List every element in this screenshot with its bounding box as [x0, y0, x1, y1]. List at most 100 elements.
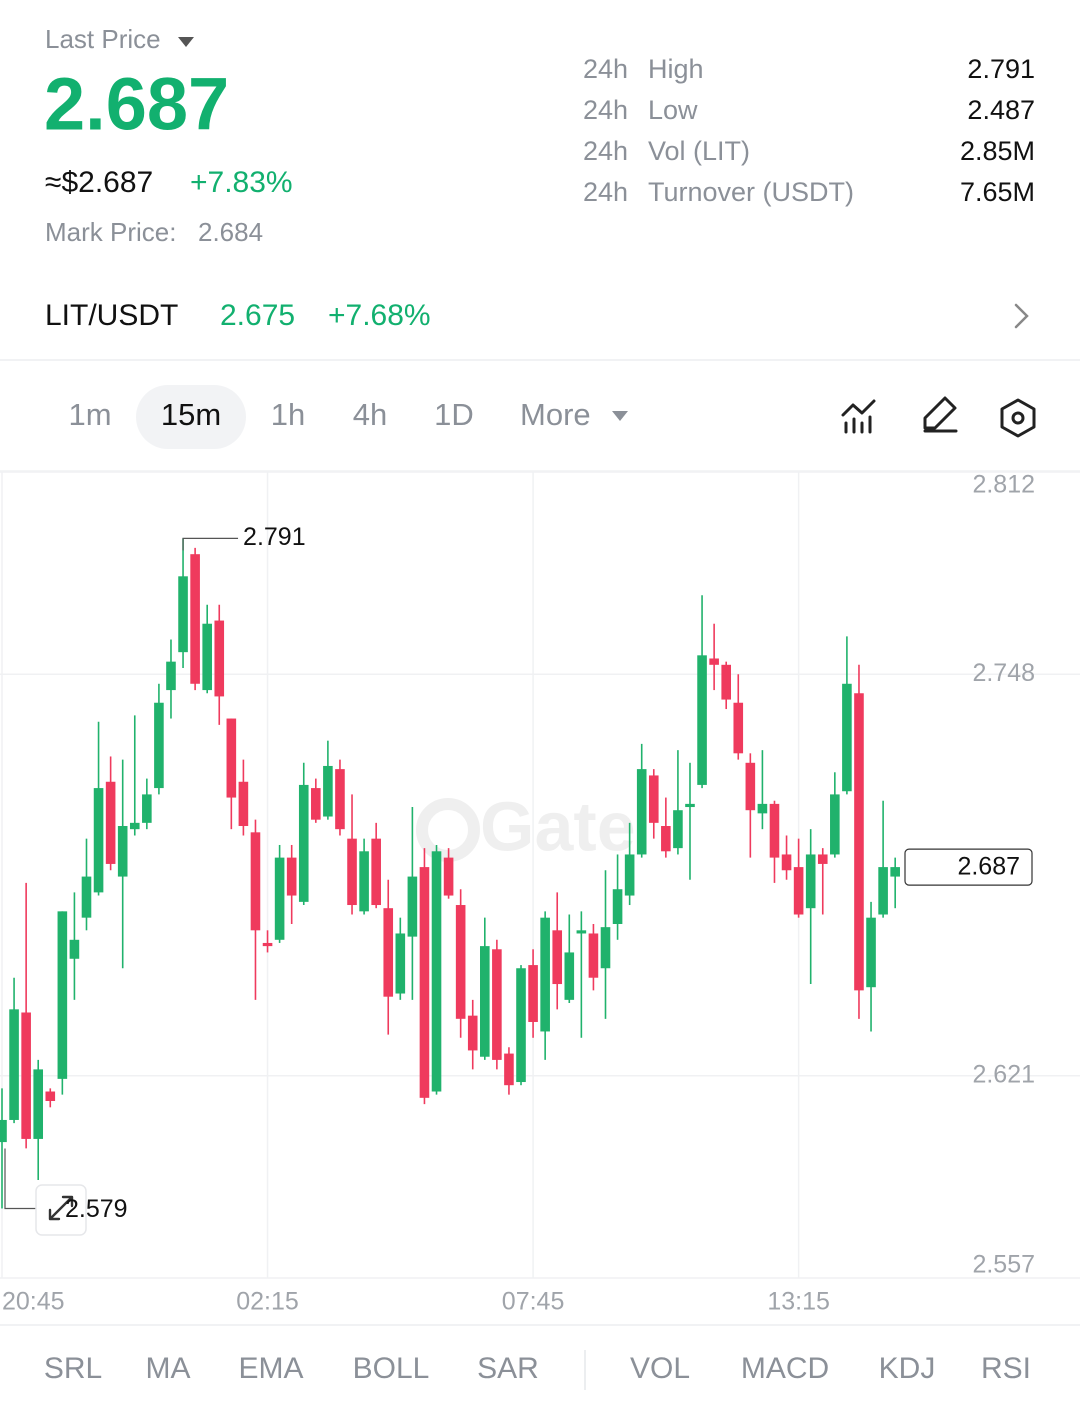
y-tick-label: 2.621 — [972, 1060, 1035, 1088]
y-tick-label: 2.748 — [972, 659, 1035, 687]
candle-body — [395, 933, 406, 994]
candle-body — [866, 917, 876, 988]
candle-body — [45, 1091, 56, 1101]
spot-price: 2.675 — [220, 299, 295, 332]
candle-body — [178, 576, 188, 653]
dropdown-arrow[interactable] — [178, 37, 194, 47]
stat-period: 24h — [583, 136, 628, 166]
usd-price: ≈$2.687 — [45, 166, 153, 199]
divider — [0, 470, 1080, 472]
candle-body — [359, 851, 369, 912]
interval-tab[interactable]: 15m — [161, 397, 221, 432]
high-label: 2.791 — [243, 523, 306, 551]
candle-body — [492, 949, 502, 1060]
divider — [0, 359, 1080, 361]
candle-body — [33, 1069, 44, 1139]
expand-icon — [48, 1195, 74, 1221]
indicator-tab[interactable]: SRL — [44, 1352, 102, 1385]
draw-icon[interactable] — [923, 396, 958, 433]
candle-body — [805, 854, 816, 909]
indicator-tab[interactable]: MACD — [741, 1352, 829, 1385]
candle-body — [81, 876, 92, 918]
candle-body — [540, 917, 550, 1032]
stat-value: 2.487 — [967, 95, 1035, 125]
expand-button[interactable] — [35, 1184, 87, 1236]
spot-change: +7.68% — [328, 299, 431, 332]
candle-body — [890, 867, 900, 877]
candle-body — [588, 933, 599, 978]
candle-body — [69, 939, 80, 959]
candle-body — [504, 1053, 514, 1086]
y-tick-label: 2.557 — [972, 1251, 1035, 1279]
candle-body — [636, 769, 647, 855]
indicator-tab[interactable]: BOLL — [353, 1352, 430, 1385]
x-tick-label: 07:45 — [502, 1288, 565, 1316]
stat-period: 24h — [583, 95, 628, 125]
spot-row[interactable]: LIT/USDT 2.675 +7.68% — [45, 299, 1029, 332]
candle-body — [516, 968, 526, 1083]
candle-body — [612, 889, 623, 924]
candle-body — [0, 1119, 7, 1143]
candle-body — [142, 794, 152, 823]
candle-body — [443, 857, 454, 896]
divider — [0, 1324, 1080, 1326]
candle-body — [286, 857, 297, 896]
candle-body — [528, 965, 538, 1022]
interval-tabs: 1m 15m 1h 4h 1D More — [68, 397, 628, 432]
candle-body — [154, 702, 164, 789]
more-arrow[interactable] — [612, 411, 628, 421]
candle-body — [624, 854, 635, 896]
stat-period: 24h — [583, 177, 628, 207]
candle-body — [685, 803, 695, 808]
stat-label: Vol (LIT) — [648, 136, 750, 166]
last-price-label[interactable]: Last Price — [45, 24, 161, 54]
active-tab-bg — [136, 385, 246, 449]
mark-price: 2.684 — [198, 217, 263, 247]
indicator-tab[interactable]: SAR — [477, 1352, 539, 1385]
high-marker — [182, 537, 239, 551]
last-price: 2.687 — [44, 63, 229, 146]
stat-label: Low — [648, 95, 698, 125]
indicator-tab[interactable]: MA — [146, 1352, 191, 1385]
current-price-box — [904, 848, 1033, 886]
candle-body — [576, 930, 587, 934]
x-tick-label: 20:45 — [2, 1288, 65, 1316]
interval-tab[interactable]: 1D — [434, 397, 474, 432]
spot-pair[interactable]: LIT/USDT — [45, 299, 178, 332]
candle-body — [335, 769, 345, 830]
candle-body — [648, 775, 659, 823]
candle-body — [407, 876, 418, 937]
interval-tab[interactable]: 4h — [353, 397, 387, 432]
interval-tab[interactable]: More — [520, 397, 591, 432]
low-label: 2.579 — [65, 1195, 128, 1223]
candle-body — [842, 683, 852, 792]
candle-body — [552, 930, 563, 985]
indicator-tab[interactable]: EMA — [238, 1352, 303, 1385]
indicator-icon[interactable] — [841, 399, 876, 434]
indicator-tab[interactable]: VOL — [630, 1352, 690, 1385]
candle-body — [830, 794, 840, 855]
interval-tab[interactable]: 1h — [271, 397, 305, 432]
candle-body — [371, 838, 381, 906]
candle-body — [480, 946, 490, 1057]
plot: 20:45 02:15 07:45 13:15 2.812 2.748 2.621 2.557… — [0, 471, 1080, 1316]
chevron[interactable] — [1014, 303, 1029, 329]
candle-body — [166, 661, 176, 691]
expand-box — [35, 1184, 87, 1236]
separator — [584, 1350, 586, 1390]
indicator-tab[interactable]: KDJ — [879, 1352, 936, 1385]
stat-value: 7.65M — [960, 177, 1035, 207]
candle-body — [817, 854, 828, 864]
stats: 24h High 2.791 24h Low 2.487 24h Vol (LI… — [583, 54, 1035, 207]
candle-body — [467, 1015, 478, 1051]
settings-icon[interactable] — [1000, 398, 1036, 438]
candle-body — [250, 832, 261, 931]
indicator-tab[interactable]: RSI — [981, 1352, 1031, 1385]
candle-body — [93, 788, 104, 893]
interval-tab[interactable]: 1m — [68, 397, 111, 432]
candle-body — [878, 867, 888, 915]
candle-body — [697, 655, 707, 785]
